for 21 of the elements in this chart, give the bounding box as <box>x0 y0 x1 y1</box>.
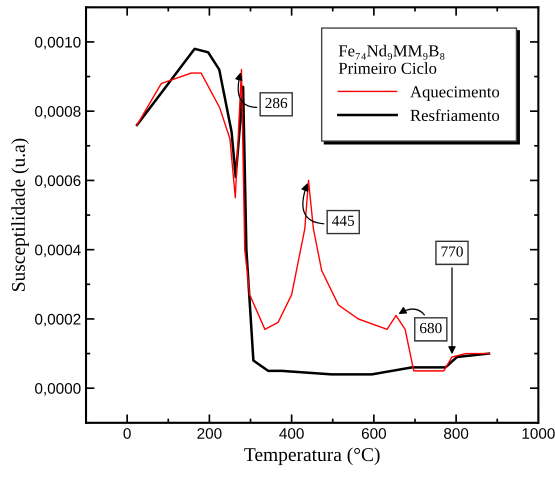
legend-label: Resfriamento <box>410 109 500 122</box>
legend-label: Aquecimento <box>410 86 500 101</box>
annotation: 680 <box>420 322 442 334</box>
legend-title: Fe₇₄Nd₉MM₉B₈ Primeiro Ciclo <box>338 44 444 74</box>
y-tick-label: 0,0008 <box>35 106 81 119</box>
x-axis-title: Temperatura (°C) <box>244 447 380 466</box>
y-axis-title: Susceptilidade (u.a) <box>11 138 29 291</box>
annotation: 770 <box>442 246 463 257</box>
y-tick-label: 0,0000 <box>35 383 81 396</box>
annotation: 445 <box>332 216 354 226</box>
y-tick-label: 0,0002 <box>35 314 80 326</box>
x-tick-label: 200 <box>197 428 222 439</box>
y-tick-label: 0,0004 <box>35 244 81 258</box>
annotation: 286 <box>265 98 288 108</box>
x-tick-label: 0 <box>123 428 131 439</box>
y-tick-label: 0,0010 <box>35 36 81 50</box>
x-tick-label: 400 <box>279 428 304 439</box>
x-tick-label: 1000 <box>522 428 555 439</box>
y-tick-label: 0,0006 <box>35 175 80 188</box>
x-tick-label: 600 <box>362 428 386 439</box>
x-tick-label: 800 <box>444 428 468 439</box>
